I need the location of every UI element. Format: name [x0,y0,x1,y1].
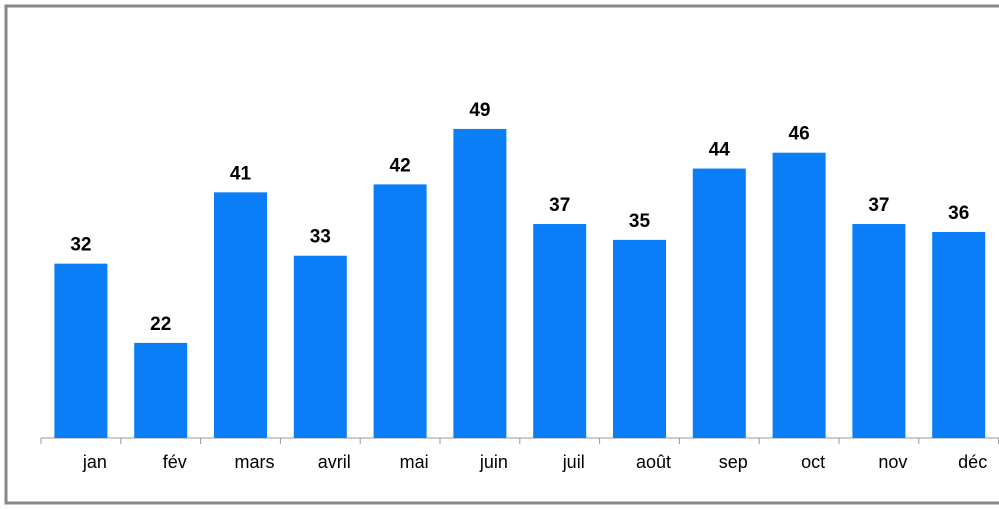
x-tick-label: jan [82,452,107,472]
bar [293,255,347,438]
bar [54,263,108,438]
x-tick-label: août [636,452,671,472]
data-label: 32 [70,235,91,256]
x-tick-label: mai [400,452,429,472]
data-label: 37 [868,195,889,216]
bar [932,231,986,438]
x-tick-label: mars [235,452,275,472]
data-label: 44 [709,140,731,161]
data-label: 41 [230,163,252,184]
data-label: 35 [629,211,651,232]
x-tick-label: nov [878,452,907,472]
bar [533,224,587,438]
x-tick-label: sep [719,452,748,472]
data-label: 36 [948,203,969,224]
frame [4,4,999,505]
bar [852,224,906,438]
data-label: 49 [469,100,490,121]
data-label: 33 [310,227,331,248]
x-tick-label: fév [163,452,187,472]
data-label: 22 [150,314,171,335]
x-tick-label: avril [318,452,351,472]
bar [692,168,746,439]
x-tick-label: juil [562,452,585,472]
bar [613,239,666,438]
data-label: 42 [390,155,411,176]
x-tick-label: juin [479,452,508,472]
data-label: 37 [549,195,570,216]
bar [772,152,826,438]
bar [134,342,188,438]
bar [453,128,507,439]
bar [373,184,427,438]
data-label: 46 [789,124,810,145]
x-tick-label: oct [801,452,825,472]
bar [214,192,267,438]
x-tick-label: déc [958,452,987,472]
